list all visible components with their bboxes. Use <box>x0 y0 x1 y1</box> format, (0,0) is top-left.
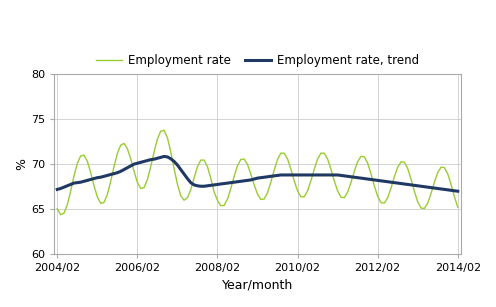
X-axis label: Year/month: Year/month <box>222 279 293 292</box>
Legend: Employment rate, Employment rate, trend: Employment rate, Employment rate, trend <box>91 49 424 72</box>
Y-axis label: %: % <box>15 158 28 170</box>
